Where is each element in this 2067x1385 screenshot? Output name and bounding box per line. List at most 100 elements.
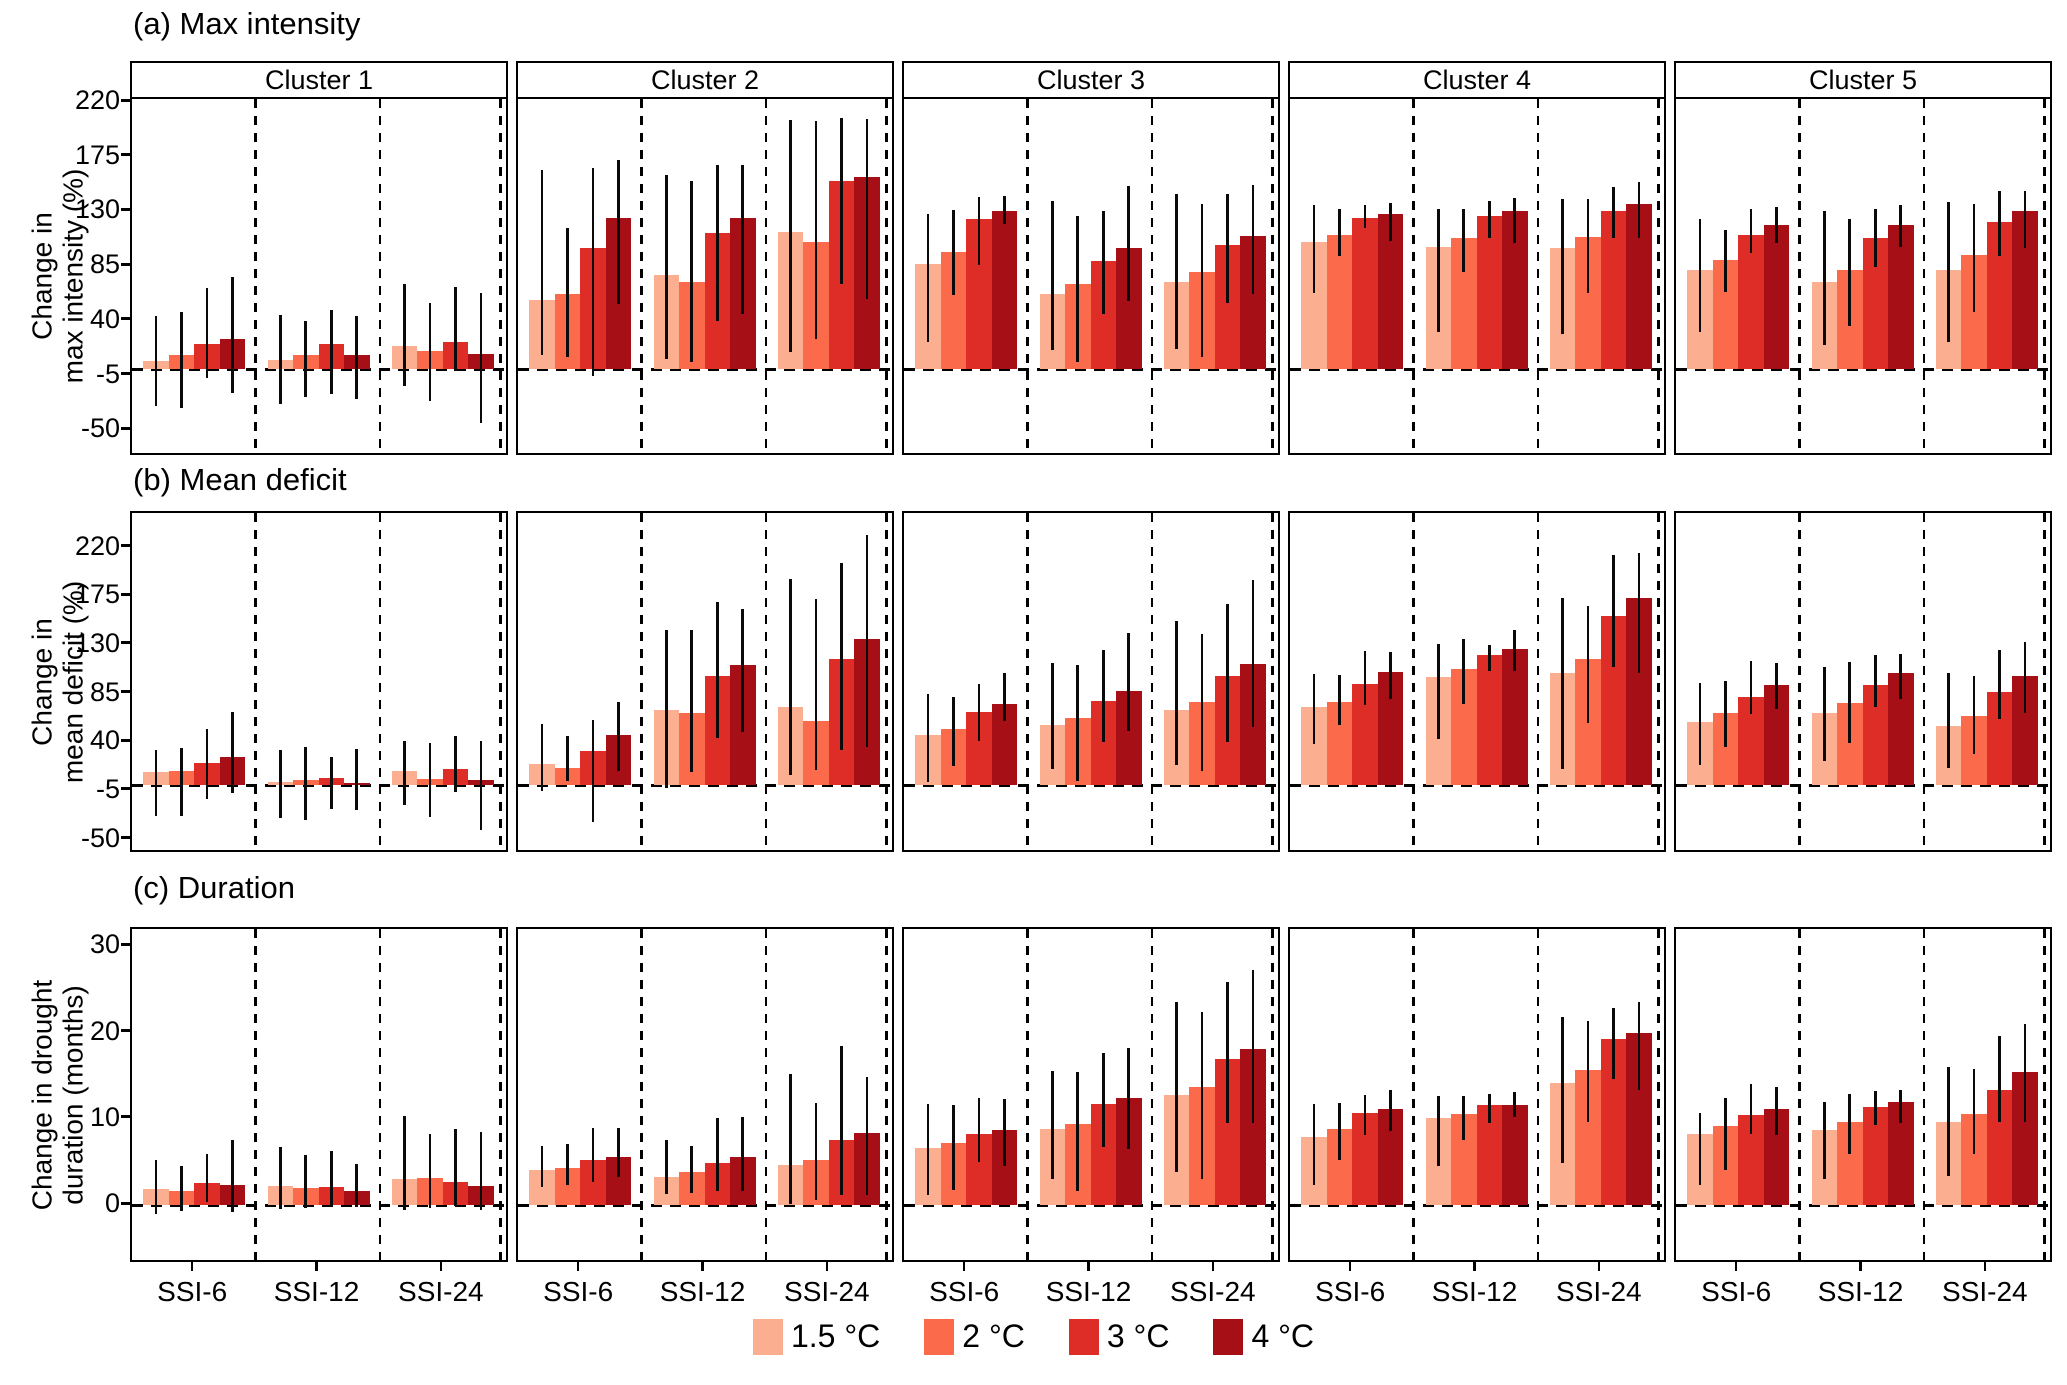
panel-plot-2 <box>516 927 894 1262</box>
error-bar-c1-ssi-24-4c <box>479 292 483 423</box>
y-tick-mark <box>121 372 131 376</box>
y-tick-mark <box>121 317 131 321</box>
error-bar-c2-ssi-24-1-5c <box>789 578 792 775</box>
legend-swatch-3c <box>1068 1318 1099 1355</box>
panel-plot-3 <box>902 927 1280 1262</box>
group-separator <box>1271 929 1274 1260</box>
error-bar-c3-ssi-24-2c <box>1200 1011 1204 1179</box>
group-separator <box>378 513 382 850</box>
legend-swatch-4c <box>1213 1318 1244 1355</box>
group-separator <box>1798 513 1801 850</box>
y-tick-label: 10 <box>89 1101 120 1132</box>
error-bar-c2-ssi-12-2c <box>690 181 694 363</box>
error-bar-c3-ssi-12-1-5c <box>1050 200 1054 351</box>
error-bar-c4-ssi-6-2c <box>1338 209 1341 257</box>
group-separator <box>1412 99 1415 453</box>
group-separator <box>1271 99 1274 453</box>
error-bar-c1-ssi-12-1-5c <box>278 749 282 818</box>
legend-label-1-5c: 1.5 °C <box>790 1318 881 1354</box>
error-bar-c5-ssi-12-2c <box>1848 218 1852 326</box>
group-separator <box>1026 513 1029 850</box>
error-bar-c1-ssi-6-2c <box>180 312 183 409</box>
y-tick-label: 0 <box>104 1188 120 1219</box>
error-bar-c3-ssi-24-2c <box>1200 634 1204 772</box>
error-bar-c5-ssi-6-3c <box>1749 661 1753 715</box>
error-bar-c4-ssi-6-1-5c <box>1312 1104 1316 1186</box>
error-bar-c4-ssi-6-4c <box>1389 202 1392 241</box>
x-tick-label-ssi-6: SSI-6 <box>543 1276 614 1307</box>
error-bar-c3-ssi-24-2c <box>1200 204 1204 358</box>
error-bar-c2-ssi-6-2c <box>566 1143 569 1186</box>
group-separator <box>1026 99 1029 453</box>
error-bar-c1-ssi-24-1-5c <box>403 1116 406 1210</box>
y-tick-label: 220 <box>74 530 120 561</box>
error-bar-c2-ssi-6-3c <box>591 1127 595 1182</box>
group-separator <box>1922 99 1926 453</box>
y-tick-mark <box>121 262 131 266</box>
bar-c5-ssi-6-4c <box>1763 224 1790 370</box>
error-bar-c4-ssi-6-2c <box>1338 1103 1341 1161</box>
group-separator <box>764 513 768 850</box>
legend-swatch-1-5c <box>752 1318 783 1355</box>
error-bar-c5-ssi-6-4c <box>1775 663 1778 709</box>
x-tick-label-ssi-6: SSI-6 <box>929 1276 1000 1307</box>
y-tick-mark <box>121 544 131 548</box>
error-bar-c2-ssi-24-3c <box>840 117 843 285</box>
panel-plot-1 <box>130 511 508 852</box>
error-bar-c2-ssi-24-2c <box>814 121 818 340</box>
y-tick-mark <box>121 98 131 102</box>
x-tick-mark <box>1087 1262 1090 1271</box>
error-bar-c2-ssi-12-2c <box>690 629 694 773</box>
bar-c5-ssi-12-4c <box>1888 224 1914 370</box>
error-bar-c3-ssi-12-2c <box>1076 665 1080 782</box>
error-bar-c1-ssi-24-2c <box>428 743 432 817</box>
panel-title: (a) Max intensity <box>133 6 361 41</box>
y-tick-label: 130 <box>74 194 120 225</box>
error-bar-c3-ssi-12-3c <box>1101 1053 1105 1147</box>
error-bar-c1-ssi-6-4c <box>231 1139 234 1213</box>
error-bar-c1-ssi-6-4c <box>231 711 234 793</box>
error-bar-c2-ssi-12-4c <box>741 609 745 733</box>
group-separator <box>2043 513 2046 850</box>
y-tick-mark <box>121 836 131 839</box>
x-tick-mark <box>576 1262 580 1271</box>
bar-c4-ssi-12-4c <box>1502 1105 1528 1206</box>
cluster-header-3: Cluster 3 <box>902 61 1280 99</box>
error-bar-c2-ssi-12-1-5c <box>664 629 668 788</box>
error-bar-c2-ssi-12-3c <box>715 601 719 738</box>
error-bar-c4-ssi-12-4c <box>1513 198 1517 244</box>
panel-plot-1 <box>130 97 508 455</box>
x-tick-mark <box>825 1262 829 1271</box>
y-tick-label: 40 <box>89 725 120 756</box>
y-tick-mark <box>121 942 131 946</box>
legend-item-4c: 4 °C <box>1213 1318 1314 1355</box>
y-tick-mark <box>121 426 131 430</box>
error-bar-c2-ssi-24-2c <box>814 599 818 771</box>
group-separator <box>1922 513 1926 850</box>
x-tick-mark <box>962 1262 966 1271</box>
error-bar-c1-ssi-12-3c <box>329 757 333 810</box>
x-tick-label-ssi-6: SSI-6 <box>157 1276 228 1307</box>
error-bar-c1-ssi-24-1-5c <box>403 741 406 805</box>
error-bar-c5-ssi-24-3c <box>1998 190 2001 257</box>
group-separator <box>2043 929 2046 1260</box>
error-bar-c4-ssi-24-3c <box>1612 187 1615 239</box>
x-tick-label-ssi-24: SSI-24 <box>784 1276 870 1307</box>
error-bar-c1-ssi-6-1-5c <box>154 1160 158 1214</box>
error-bar-c4-ssi-24-4c <box>1637 553 1641 673</box>
error-bar-c5-ssi-12-4c <box>1899 653 1903 699</box>
bar-c4-ssi-12-4c <box>1502 649 1528 786</box>
group-separator <box>885 99 888 453</box>
error-bar-c5-ssi-24-2c <box>1972 204 1976 313</box>
x-tick-label-ssi-6: SSI-6 <box>1315 1276 1386 1307</box>
bar-c4-ssi-6-3c <box>1352 217 1378 370</box>
panel-title: (b) Mean deficit <box>133 462 347 497</box>
group-separator <box>1798 99 1801 453</box>
error-bar-c5-ssi-24-3c <box>1998 1036 2001 1122</box>
error-bar-c3-ssi-24-1-5c <box>1175 194 1178 349</box>
y-tick-mark <box>121 1029 131 1033</box>
bar-c4-ssi-12-3c <box>1476 216 1502 370</box>
error-bar-c4-ssi-12-3c <box>1487 200 1491 239</box>
error-bar-c4-ssi-6-3c <box>1363 205 1367 229</box>
